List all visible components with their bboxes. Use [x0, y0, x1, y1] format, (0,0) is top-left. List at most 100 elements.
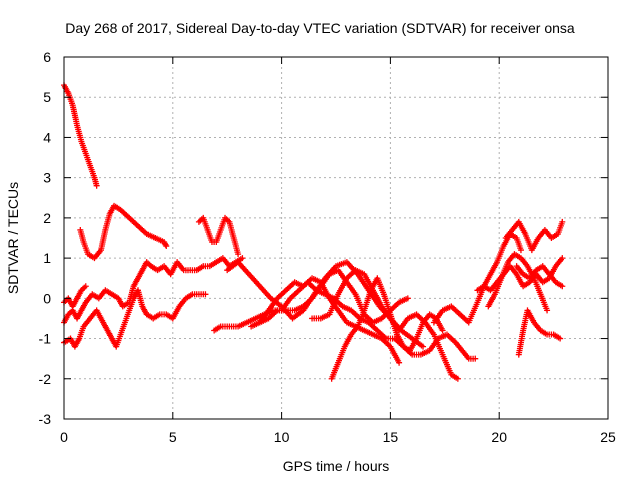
series-trace-segment [538, 293, 550, 312]
series-sat-o [485, 251, 551, 314]
series-sat-q [515, 307, 564, 358]
series-trace-segment [319, 312, 331, 321]
series-trace-segment [449, 304, 462, 317]
series-trace-segment [415, 312, 427, 325]
series-trace-segment [74, 288, 84, 300]
x-tick-label: 0 [60, 429, 68, 445]
series-trace-segment [90, 292, 101, 301]
chart-title: Day 268 of 2017, Sidereal Day-to-day VTE… [65, 20, 575, 36]
series-trace-segment [131, 276, 141, 288]
series-trace-segment [494, 245, 506, 264]
series-trace-segment [466, 301, 480, 324]
y-tick-label: 5 [43, 89, 51, 105]
series-trace-segment [267, 308, 279, 321]
series-trace-segment [61, 83, 71, 95]
series-trace-segment [113, 333, 123, 348]
series-trace-segment [218, 216, 228, 231]
series-trace-segment [534, 264, 545, 273]
series-trace-segment [74, 124, 84, 143]
series-trace-segment [445, 332, 458, 345]
series-trace-segment [516, 220, 528, 236]
series-trace-segment [311, 315, 322, 322]
y-tick-label: 1 [43, 250, 51, 266]
series-trace-segment [486, 293, 497, 308]
series-trace-segment [288, 288, 301, 300]
series-trace-segment [367, 320, 379, 333]
series-trace-segment [460, 349, 471, 361]
series-trace-segment [105, 329, 114, 340]
series-trace-segment [345, 268, 358, 280]
series-trace-segment [202, 263, 211, 270]
series-trace-segment [236, 320, 248, 329]
series-trace-segment [136, 224, 149, 236]
series-trace-segment [554, 256, 564, 268]
series-trace-segment [423, 321, 436, 336]
series-trace-segment [223, 216, 231, 224]
series-trace-segment [310, 276, 322, 285]
series-trace-segment [476, 284, 486, 293]
series-trace-segment [121, 300, 131, 309]
series-trace-segment [79, 301, 88, 312]
series-trace-segment [110, 292, 120, 301]
series-trace-segment [349, 325, 360, 336]
series-trace-segment [441, 304, 453, 313]
series-trace-segment [342, 333, 354, 348]
series-trace-segment [482, 284, 492, 293]
series-trace-segment [514, 264, 525, 276]
series-trace-segment [214, 229, 223, 243]
y-tick-label: -3 [39, 411, 52, 427]
series-trace-segment [119, 208, 131, 220]
series-trace-segment [158, 311, 168, 318]
series-trace-segment [74, 309, 84, 320]
series-trace-segment [201, 216, 210, 231]
series-trace-segment [328, 268, 340, 277]
series-trace-segment [394, 333, 406, 348]
series-trace-segment [419, 348, 431, 357]
series-trace-segment [226, 220, 237, 239]
series-trace-segment [77, 325, 86, 340]
x-tick-label: 15 [383, 429, 399, 445]
series-trace-segment [371, 289, 384, 308]
series-trace-segment [354, 268, 366, 277]
series-trace-segment [104, 288, 114, 297]
series-trace-segment [258, 316, 270, 325]
series-trace-segment [291, 308, 305, 321]
series-trace-segment [528, 268, 538, 280]
series-trace-segment [197, 216, 205, 224]
series-trace-segment [334, 259, 349, 269]
series-trace-segment [361, 289, 374, 312]
y-tick-label: -1 [39, 331, 52, 347]
x-tick-label: 20 [491, 429, 507, 445]
series-trace-segment [247, 272, 262, 288]
series-trace-segment [431, 333, 445, 356]
series-trace-segment [310, 285, 323, 300]
y-tick-label: 4 [43, 129, 51, 145]
series-trace-segment [112, 203, 122, 212]
series-sat-j [256, 267, 411, 326]
series-trace-segment [356, 273, 371, 292]
series-trace-segment [481, 272, 493, 288]
series-trace-segment [118, 321, 128, 336]
series-trace-segment [94, 309, 106, 324]
series-trace-segment [135, 289, 145, 308]
series-trace-segment [508, 232, 518, 240]
series-trace-segment [83, 152, 93, 167]
series-trace-segment [182, 267, 191, 274]
y-tick-label: 0 [43, 290, 51, 306]
series-trace-segment [329, 361, 341, 380]
series-trace-segment [126, 285, 137, 304]
series-trace-segment [79, 284, 88, 292]
series-trace-segment [513, 252, 523, 261]
series-trace-segment [164, 312, 175, 321]
series-trace-segment [492, 277, 504, 296]
series-trace-segment [488, 280, 499, 292]
series-trace-segment [140, 305, 149, 316]
series-trace-segment [87, 164, 97, 179]
series-trace-segment [531, 277, 543, 296]
series-trace-segment [177, 296, 188, 308]
series-trace-segment [301, 296, 314, 308]
series-sat-b [77, 202, 170, 262]
series-trace-segment [319, 272, 332, 288]
series-trace-segment [407, 337, 419, 352]
